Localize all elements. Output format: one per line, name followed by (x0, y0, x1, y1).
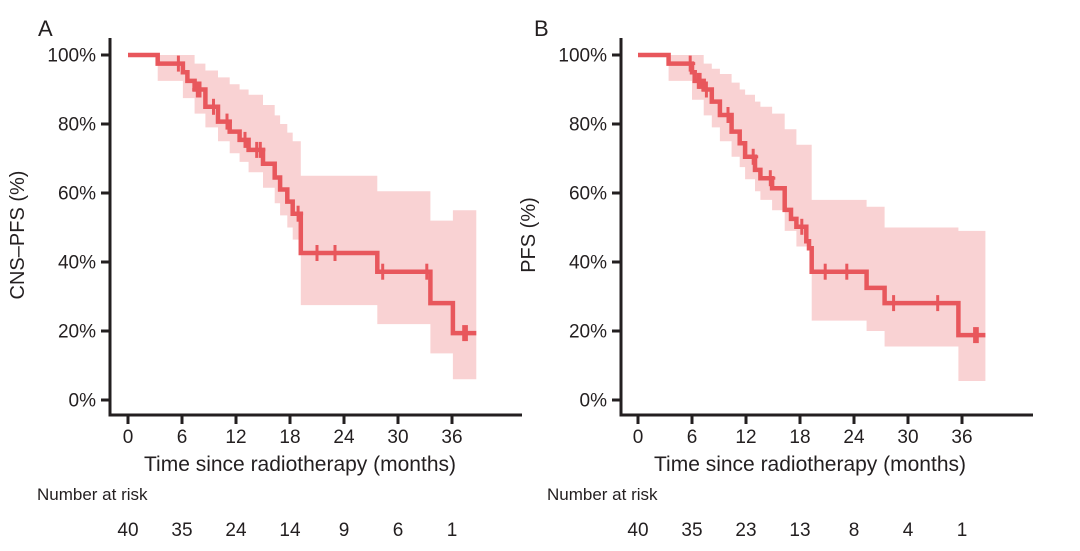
x-axis-title: Time since radiotherapy (months) (654, 453, 966, 476)
number-at-risk-value: 13 (789, 520, 810, 541)
number-at-risk-value: 6 (393, 520, 404, 541)
number-at-risk-value: 1 (957, 520, 968, 541)
x-tick-label: 30 (387, 427, 408, 448)
number-at-risk-value: 14 (279, 520, 301, 541)
number-at-risk-value: 1 (447, 520, 458, 541)
y-tick-label: 0% (69, 391, 97, 412)
y-tick-label: 20% (569, 322, 607, 343)
confidence-band (668, 55, 986, 381)
number-at-risk-value: 40 (117, 520, 138, 541)
y-tick-label: 80% (58, 115, 96, 136)
x-tick-label: 18 (279, 427, 300, 448)
y-tick-label: 0% (580, 391, 608, 412)
censor-marks (173, 55, 472, 342)
y-axis-title: PFS (%) (518, 197, 540, 273)
panel-letter: B (534, 16, 549, 41)
axes: 0% 20% 40% 60% 80% 100% 0 6 12 18 24 30 36 (558, 38, 1033, 448)
x-tick-label: 12 (735, 427, 756, 448)
y-tick-label: 100% (558, 46, 607, 67)
x-tick-label: 6 (177, 427, 188, 448)
axes: 0% 20% 40% 60% 80% 100% 0 6 12 18 24 30 36 (47, 38, 522, 448)
x-tick-label: 24 (333, 427, 355, 448)
x-tick-label: 0 (123, 427, 134, 448)
number-at-risk-value: 35 (681, 520, 702, 541)
number-at-risk-value: 40 (627, 520, 648, 541)
x-tick-label: 0 (633, 427, 644, 448)
panel-letter: A (38, 16, 53, 41)
y-tick-label: 40% (58, 253, 96, 274)
number-at-risk-label: Number at risk (37, 485, 148, 504)
panel-A: 0% 20% 40% 60% 80% 100% 0 6 12 18 24 30 36 A CNS–PFS (… (7, 16, 522, 541)
x-tick-label: 36 (951, 427, 972, 448)
labels: B PFS (%) Time since radiotherapy (months)… (518, 16, 967, 541)
x-tick-label: 18 (789, 427, 810, 448)
number-at-risk-value: 35 (171, 520, 192, 541)
censor-marks (685, 55, 983, 344)
labels: A CNS–PFS (%) Time since radiotherapy (mon… (7, 16, 457, 541)
confidence-band (157, 55, 477, 380)
number-at-risk-value: 9 (339, 520, 350, 541)
y-tick-label: 100% (47, 46, 96, 67)
y-tick-label: 60% (569, 184, 607, 205)
y-tick-label: 80% (569, 115, 607, 136)
number-at-risk-value: 23 (735, 520, 756, 541)
number-at-risk-value: 4 (903, 520, 914, 541)
y-tick-label: 20% (58, 322, 96, 343)
y-tick-label: 60% (58, 184, 96, 205)
x-tick-label: 24 (843, 427, 865, 448)
x-tick-label: 6 (687, 427, 698, 448)
number-at-risk-label: Number at risk (547, 485, 658, 504)
number-at-risk-value: 24 (225, 520, 247, 541)
x-axis-title: Time since radiotherapy (months) (144, 453, 456, 476)
x-tick-label: 36 (441, 427, 462, 448)
y-tick-label: 40% (569, 253, 607, 274)
y-axis-title: CNS–PFS (%) (7, 171, 29, 300)
number-at-risk-value: 8 (849, 520, 860, 541)
x-tick-label: 30 (897, 427, 918, 448)
x-tick-label: 12 (225, 427, 246, 448)
